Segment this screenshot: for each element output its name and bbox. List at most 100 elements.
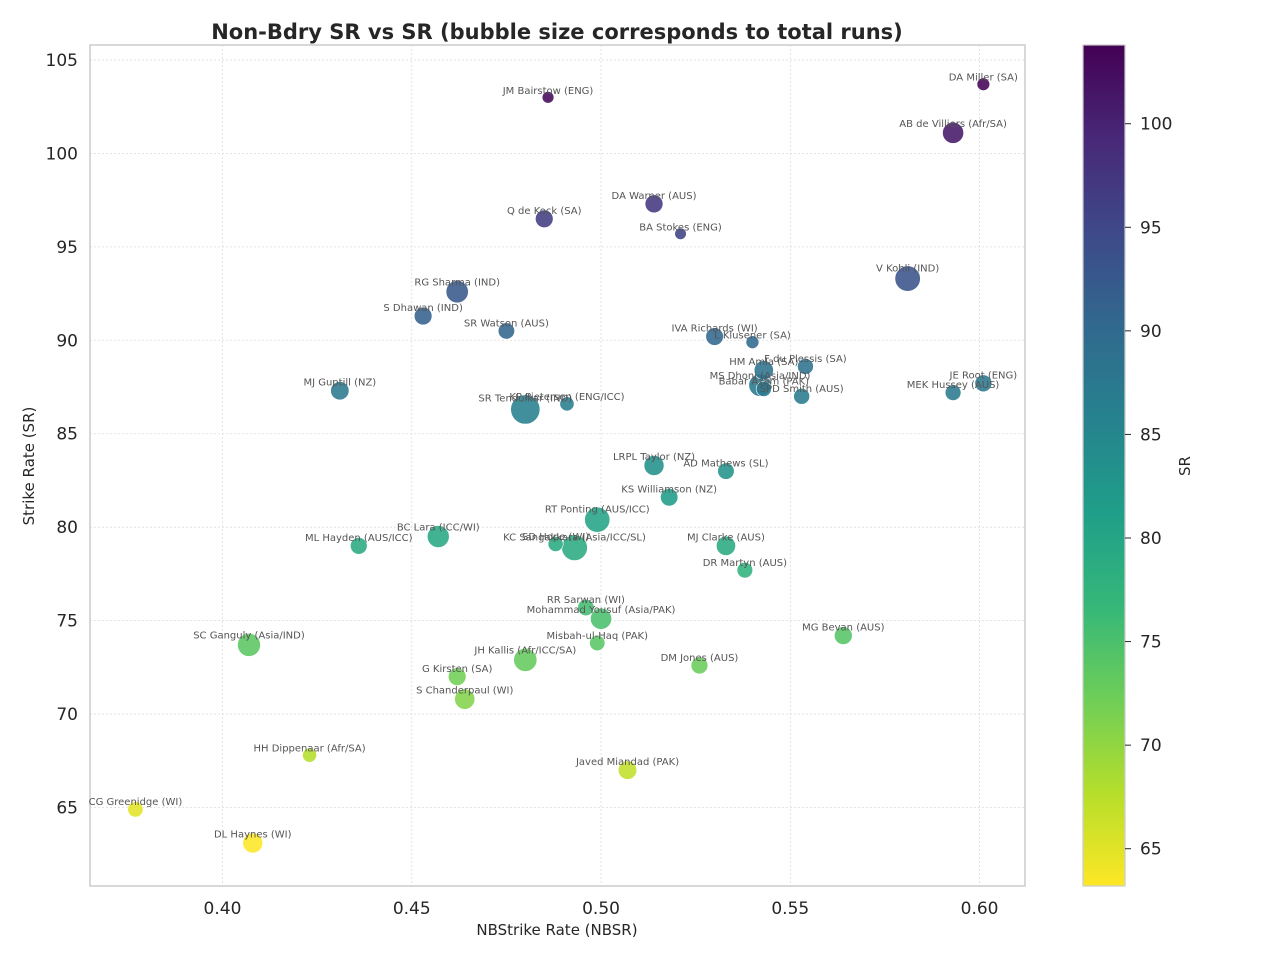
bubble (617, 760, 638, 780)
bubble-label: SD Hope (WI) (522, 532, 589, 543)
bubble-label: LRPL Taylor (NZ) (613, 452, 695, 463)
bubble (242, 832, 264, 854)
bubble (944, 384, 962, 401)
bubble (753, 360, 774, 381)
x-tick-label: 0.40 (204, 899, 242, 919)
colorbar-label: SR (1176, 456, 1194, 476)
bubble-label: CG Greenidge (WI) (89, 797, 183, 808)
bubble-label: IVA Richards (WI) (672, 324, 758, 335)
bubbles (127, 77, 993, 854)
bubble (690, 656, 709, 675)
bubble (302, 747, 317, 763)
bubble (793, 388, 810, 405)
bubble-label: RR Sarwan (WI) (547, 595, 625, 606)
bubble-label: Misbah-ul-Haq (PAK) (546, 631, 648, 642)
bubble-label: F du Plessis (SA) (764, 354, 847, 365)
colorbar-tick-label: 70 (1140, 736, 1162, 756)
bubble-label: MEK Hussey (AUS) (907, 380, 1000, 391)
bubble-label: DM Jones (AUS) (661, 653, 739, 664)
bubble (589, 635, 606, 652)
bubble-label: JH Kallis (Afr/ICC/SA) (473, 645, 576, 656)
plot-frame (89, 44, 1026, 887)
bubble-label: DL Haynes (WI) (214, 830, 292, 841)
bubble-label: KC Sangakkara (Asia/ICC/SL) (503, 533, 646, 544)
colorbar-tick-label: 65 (1140, 840, 1162, 860)
bubble-label: RT Ponting (AUS/ICC) (545, 505, 650, 516)
bubble-label: JM Bairstow (ENG) (502, 86, 594, 97)
bubble (745, 335, 760, 349)
bubble-label: S Chanderpaul (WI) (416, 686, 513, 697)
colorbar-tick-label: 75 (1140, 633, 1162, 653)
bubble-label: HH Dippenaar (Afr/SA) (254, 743, 366, 754)
bubble (330, 381, 350, 401)
bubble (559, 396, 575, 412)
bubble (547, 536, 564, 552)
bubble-label: Q de Kock (SA) (507, 206, 582, 217)
bubble-label: S Dhawan (IND) (383, 303, 463, 314)
y-tick-label: 85 (56, 425, 78, 445)
bubble (736, 561, 754, 579)
bubble (445, 280, 469, 304)
bubble (127, 801, 144, 818)
y-tick-label: 90 (56, 331, 78, 351)
bubble-label: MG Bevan (AUS) (802, 623, 885, 634)
bubble-label: MJ Guptill (NZ) (303, 378, 376, 389)
bubble (237, 633, 261, 657)
x-axis-ticks: 0.40 0.45 0.50 0.55 0.60 (204, 899, 999, 919)
bubble (660, 488, 679, 507)
bubble (643, 455, 665, 476)
y-tick-label: 70 (56, 705, 78, 725)
bubble (426, 525, 450, 548)
x-axis-label: NBStrike Rate (NBSR) (476, 921, 637, 939)
bubble-label: ML Hayden (AUS/ICC) (305, 533, 413, 544)
bubble-label: SR Tendulkar (IND) (478, 393, 572, 404)
x-tick-label: 0.55 (771, 899, 809, 919)
x-tick-label: 0.50 (582, 899, 620, 919)
bubble (513, 647, 538, 672)
bubble (644, 194, 664, 214)
bubble-label: Javed Miandad (PAK) (575, 757, 679, 768)
bubble (715, 535, 736, 556)
bubble (577, 599, 595, 617)
bubble-label: Mohammad Yousuf (Asia/PAK) (527, 605, 676, 616)
bubble-label: SR Watson (AUS) (464, 318, 549, 329)
bubble (755, 380, 772, 397)
bubble (797, 358, 814, 375)
bubble (541, 91, 555, 104)
colorbar-tick-label: 95 (1140, 218, 1162, 238)
chart-title: Non-Bdry SR vs SR (bubble size correspon… (211, 20, 903, 44)
colorbar (1082, 44, 1126, 887)
y-tick-label: 75 (56, 612, 78, 632)
bubble-label: Babar Azam (PAK) (719, 377, 810, 388)
bubble (413, 306, 433, 326)
bubble (705, 327, 724, 346)
bubble (454, 688, 476, 710)
bubble (497, 322, 515, 340)
bubble (834, 626, 853, 645)
bubble-label: RG Sharma (IND) (414, 278, 500, 289)
bubble-label: KS Williamson (NZ) (621, 484, 717, 495)
y-tick-label: 65 (56, 799, 78, 819)
colorbar-ticks: 65 70 75 80 85 90 95 100 (1125, 115, 1172, 860)
bubble (674, 227, 687, 240)
bubble-label: V Kohli (IND) (876, 264, 939, 275)
colorbar-tick-label: 90 (1140, 322, 1162, 342)
bubble (976, 77, 991, 91)
bubble-label: SC Ganguly (Asia/IND) (193, 631, 305, 642)
y-axis-ticks: 65 70 75 80 85 90 95 100 105 (46, 51, 78, 819)
x-tick-label: 0.60 (961, 899, 999, 919)
bubble (510, 394, 541, 425)
colorbar-tick-label: 85 (1140, 425, 1162, 445)
bubble-label: MJ Clarke (AUS) (687, 533, 765, 544)
bubble (535, 209, 554, 229)
bubble-label: DA Miller (SA) (949, 73, 1018, 84)
bubble-label: DA Warner (AUS) (612, 191, 697, 202)
bubble (894, 265, 921, 292)
bubble-labels: DA Miller (SA) JM Bairstow (ENG) AB de Vil… (89, 73, 1018, 841)
x-tick-label: 0.45 (393, 899, 431, 919)
bubble-label: KP Pietersen (ENG/ICC) (509, 392, 624, 403)
bubble (974, 374, 993, 393)
bubble (584, 506, 611, 533)
bubble-label: AB de Villiers (Afr/SA) (899, 119, 1007, 130)
